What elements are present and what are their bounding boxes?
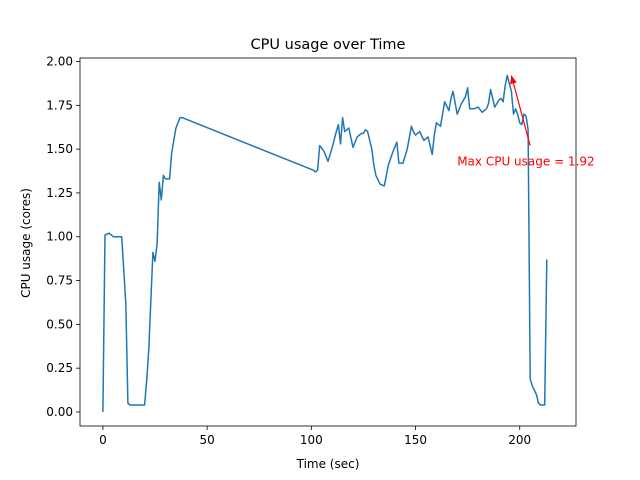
x-axis-title: Time (sec) — [296, 457, 360, 471]
x-tick-label: 150 — [404, 433, 427, 447]
y-tick-label: 1.00 — [46, 230, 73, 244]
annotation-arrow — [510, 75, 531, 146]
y-tick-label: 2.00 — [46, 55, 73, 69]
y-tick-label: 1.75 — [46, 98, 73, 112]
plot-area: 0 50 100 150 200 0.00 0.25 0.50 0.75 1.00 1.25 1.50… — [46, 55, 594, 447]
y-tick-label: 0.00 — [46, 405, 73, 419]
annotation-arrowhead — [510, 75, 517, 85]
y-axis-title: CPU usage (cores) — [19, 188, 33, 298]
cpu-usage-line — [102, 74, 548, 413]
y-tick-label: 1.25 — [46, 186, 73, 200]
axes-frame — [79, 57, 577, 427]
x-tick-label: 0 — [99, 433, 107, 447]
x-tick-label: 200 — [508, 433, 531, 447]
x-tick-label: 100 — [300, 433, 323, 447]
y-tick-label: 1.50 — [46, 142, 73, 156]
y-tick-label: 0.50 — [46, 317, 73, 331]
annotation-text: Max CPU usage = 1.92 — [457, 154, 594, 168]
chart-title: CPU usage over Time — [251, 37, 406, 53]
x-tick-label: 50 — [199, 433, 214, 447]
y-tick-label: 0.25 — [46, 361, 73, 375]
y-tick-label: 0.75 — [46, 274, 73, 288]
